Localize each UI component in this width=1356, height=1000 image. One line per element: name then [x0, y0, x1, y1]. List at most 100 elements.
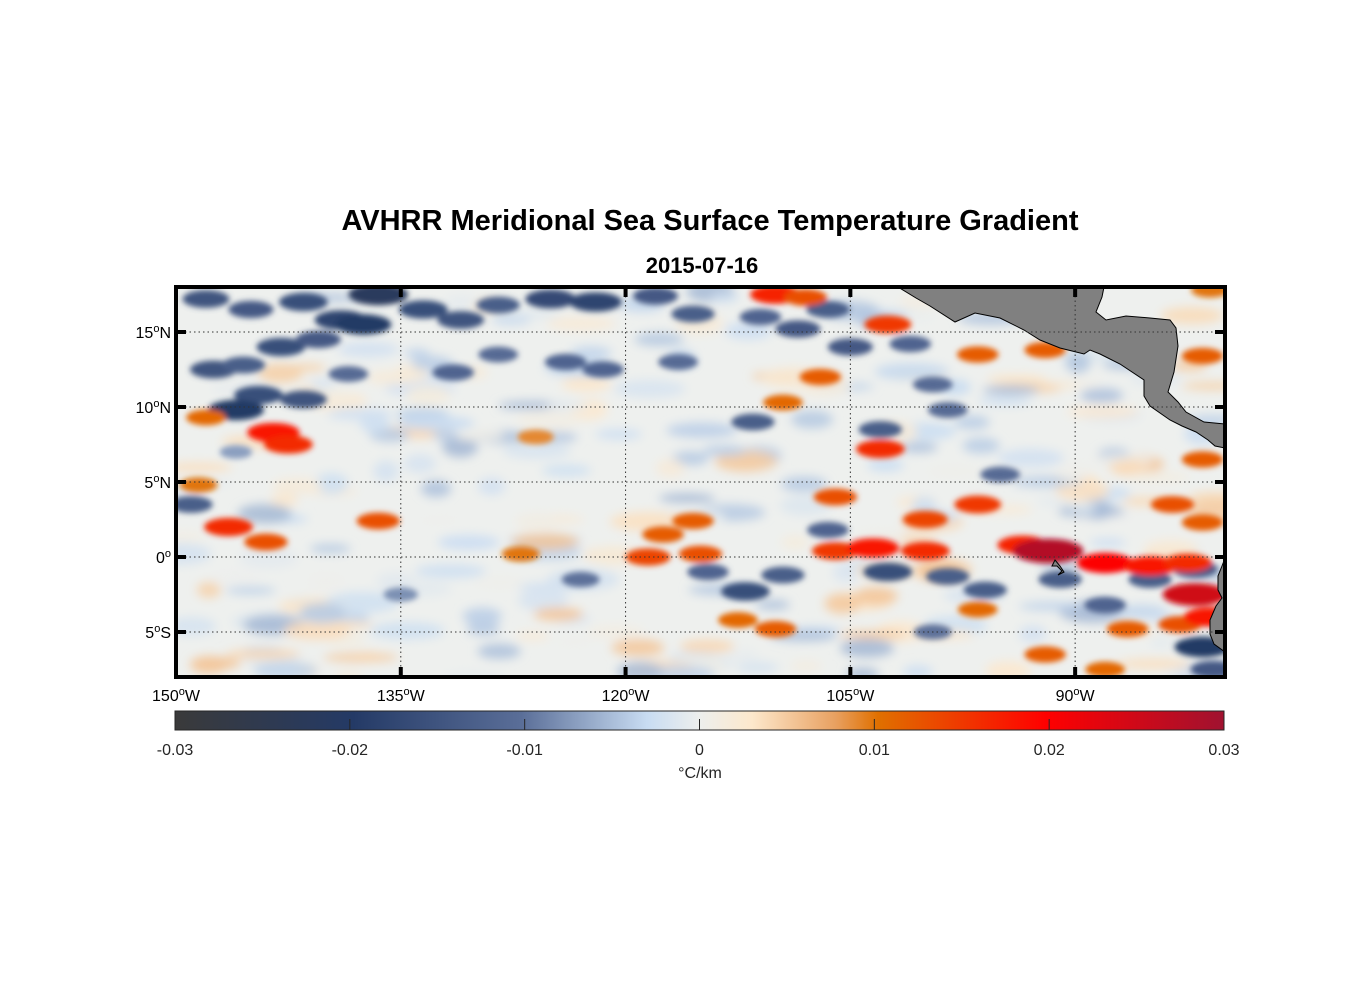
- gradient-feature: [244, 533, 288, 551]
- texture-cell: [366, 369, 417, 386]
- texture-cell: [902, 665, 934, 677]
- gradient-feature: [642, 526, 684, 543]
- gradient-feature: [328, 366, 369, 382]
- gradient-feature: [863, 562, 913, 582]
- texture-cell: [271, 477, 323, 495]
- gradient-feature: [561, 571, 600, 588]
- gradient-feature: [335, 314, 392, 335]
- texture-cell: [225, 586, 276, 595]
- texture-cell: [824, 593, 861, 614]
- colorbar-tick-label: 0.01: [859, 742, 890, 759]
- gradient-feature: [754, 620, 797, 638]
- gradient-feature: [678, 545, 723, 563]
- texture-cell: [516, 631, 550, 641]
- texture-cell: [755, 599, 791, 610]
- gradient-feature: [1181, 347, 1224, 365]
- gradient-feature: [846, 538, 900, 558]
- texture-cell: [326, 591, 400, 614]
- gradient-feature: [807, 521, 849, 539]
- texture-cell: [1160, 307, 1224, 325]
- texture-cell: [840, 638, 895, 658]
- gradient-feature: [864, 315, 912, 334]
- gradient-feature: [1190, 660, 1225, 677]
- y-axis-labels: 15oN 10oN 5oN 0o 5oS: [136, 323, 171, 642]
- gradient-feature: [517, 429, 554, 445]
- x-tick-label: 135oW: [377, 686, 426, 705]
- axis-ticks: [176, 287, 1225, 677]
- gradient-feature: [437, 311, 485, 329]
- texture-cell: [1018, 625, 1047, 642]
- gradient-feature: [912, 376, 953, 393]
- texture-cell: [444, 295, 478, 310]
- gradient-feature: [902, 510, 948, 529]
- texture-cell: [309, 543, 351, 554]
- gradient-feature: [671, 305, 715, 323]
- texture-cell: [867, 458, 904, 472]
- gradient-feature: [1012, 538, 1084, 564]
- gradient-feature: [761, 566, 805, 584]
- map-plot-area: [174, 285, 1227, 679]
- texture-cell: [1071, 502, 1097, 514]
- texture-cell: [634, 332, 684, 347]
- texture-cell: [927, 464, 984, 479]
- gradient-feature: [957, 601, 998, 618]
- gradient-feature: [182, 290, 230, 308]
- texture-cell: [209, 569, 262, 585]
- land-galapagos: [1051, 559, 1065, 576]
- chart-subtitle: 2015-07-16: [645, 253, 759, 278]
- texture-cell: [541, 464, 592, 477]
- gradient-feature: [398, 300, 448, 319]
- texture-cell: [1144, 539, 1198, 558]
- gradient-feature: [1181, 514, 1224, 531]
- texture-cell: [982, 385, 1040, 395]
- texture-cell: [611, 639, 665, 657]
- y-tick-label: 15oN: [136, 323, 171, 342]
- texture-cell: [726, 649, 759, 664]
- texture-cell: [985, 661, 1031, 677]
- texture-cell: [414, 564, 486, 579]
- texture-cell: [533, 607, 584, 621]
- gradient-feature: [356, 512, 401, 530]
- gradient-feature: [1150, 496, 1195, 513]
- texture-cell: [404, 348, 431, 358]
- texture-cell: [502, 442, 572, 459]
- texture-cell: [237, 504, 292, 524]
- texture-cell: [196, 581, 221, 599]
- colorbar-tick-label: -0.01: [506, 742, 543, 759]
- texture-cell: [257, 363, 303, 383]
- texture-cell: [586, 625, 645, 640]
- gradient-feature: [263, 435, 313, 454]
- gradient-feature: [544, 353, 587, 371]
- gradient-feature: [221, 356, 266, 374]
- texture-cell: [477, 477, 506, 496]
- texture-cell: [854, 586, 898, 606]
- gradient-feature: [763, 394, 803, 411]
- texture-cell: [546, 400, 589, 411]
- texture-cell: [546, 316, 616, 331]
- gradient-feature: [739, 308, 782, 326]
- gradient-feature: [672, 512, 714, 530]
- texture-cell: [986, 374, 1047, 384]
- texture-cell: [310, 377, 336, 390]
- y-tick-label: 0o: [156, 548, 171, 567]
- texture-cell: [702, 444, 747, 457]
- gradient-feature: [775, 320, 821, 338]
- texture-cell: [270, 493, 299, 507]
- texture-cell: [609, 511, 686, 532]
- texture-cell: [399, 416, 475, 431]
- gradient-feature: [1163, 553, 1212, 573]
- gradient-feature: [731, 413, 775, 431]
- x-tick-label: 105oW: [826, 686, 875, 705]
- gradient-feature: [1123, 556, 1177, 576]
- texture-cell: [477, 643, 521, 659]
- texture-cell: [369, 622, 445, 640]
- gradient-feature: [256, 337, 306, 357]
- texture-cell: [736, 662, 780, 674]
- colorbar-units: °C/km: [678, 765, 722, 782]
- texture-cell: [516, 409, 580, 431]
- gradient-feature: [1174, 636, 1225, 658]
- texture-cell: [845, 667, 880, 677]
- gradient-feature: [525, 289, 576, 309]
- texture-cell: [337, 341, 399, 358]
